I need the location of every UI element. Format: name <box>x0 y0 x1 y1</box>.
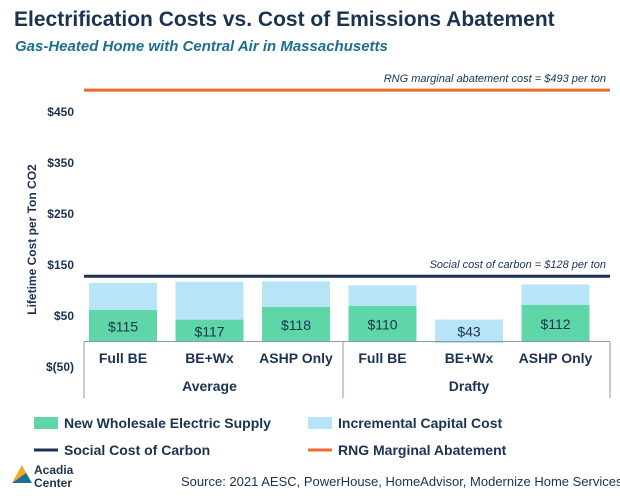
bar-capital <box>175 281 244 320</box>
source-note: Source: 2021 AESC, PowerHouse, HomeAdvis… <box>181 474 620 489</box>
category-label: ASHP Only <box>259 350 333 366</box>
category-label: BE+Wx <box>445 350 494 366</box>
bar-supply <box>262 306 330 342</box>
acadia-center-logo-icon <box>12 465 32 483</box>
logo-text: Acadia Center <box>34 464 73 490</box>
bar-capital <box>89 282 157 310</box>
bar-supply <box>175 319 244 342</box>
bar-total-label: $118 <box>281 317 311 333</box>
chart-subtitle: Gas-Heated Home with Central Air in Mass… <box>15 38 388 55</box>
legend-swatch <box>308 417 332 429</box>
y-tick-label: $450 <box>47 105 74 119</box>
chart-title: Electrification Costs vs. Cost of Emissi… <box>14 8 555 31</box>
group-label: Drafty <box>449 378 490 394</box>
stacked-bar-chart: $(50) $50 $150 $250 $350 $450 Lifetime Cost pe… <box>25 73 611 458</box>
y-tick-label: $(50) <box>46 360 74 374</box>
bar-total-label: $115 <box>108 319 138 335</box>
category-label: Full BE <box>99 350 147 366</box>
bar-supply <box>521 304 590 342</box>
legend-entry: Incremental Capital Cost <box>338 415 502 431</box>
y-tick-label: $350 <box>47 156 74 170</box>
bar-capital <box>262 281 330 307</box>
y-tick-label: $150 <box>47 258 74 272</box>
y-axis-label: Lifetime Cost per Ton CO2 <box>25 164 39 315</box>
legend-entry: RNG Marginal Abatement <box>338 442 507 458</box>
legend-swatch <box>34 417 58 429</box>
legend-entry: Social Cost of Carbon <box>64 442 210 458</box>
bar-total-label: $112 <box>540 316 570 332</box>
group-label: Average <box>182 378 237 394</box>
bar-supply <box>348 305 417 342</box>
bar-total-label: $110 <box>367 317 397 333</box>
reference-line-label: Social cost of carbon = $128 per ton <box>430 259 606 271</box>
category-label: Full BE <box>358 350 406 366</box>
logo-line1: Acadia <box>34 463 74 477</box>
bar-capital <box>521 284 590 305</box>
category-label: BE+Wx <box>185 350 234 366</box>
bar-capital <box>435 319 503 342</box>
reference-line-label: RNG marginal abatement cost = $493 per t… <box>384 73 606 85</box>
category-label: ASHP Only <box>519 350 593 366</box>
logo-line2: Center <box>34 476 73 490</box>
y-tick-label: $250 <box>47 207 74 221</box>
y-tick-label: $50 <box>54 309 74 323</box>
bar-capital <box>348 285 417 306</box>
bar-total-label: $117 <box>194 324 224 340</box>
legend-entry: New Wholesale Electric Supply <box>64 415 271 431</box>
bar-total-label: $43 <box>457 324 481 340</box>
bar-supply <box>435 341 503 343</box>
bar-supply <box>89 309 157 342</box>
